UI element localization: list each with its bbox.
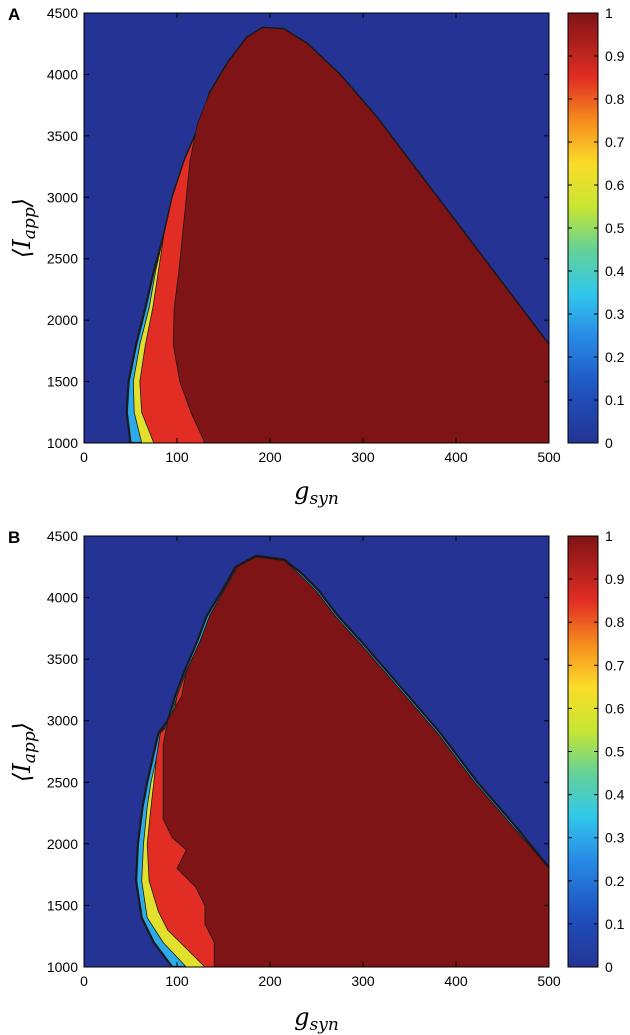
x-tick-label: 0 [80,973,88,989]
x-tick-label: 400 [444,973,468,989]
y-tick-label: 4500 [47,5,78,21]
y-tick-label: 4000 [47,66,78,82]
panel-A: 0 100 200 300 400 500 1000 1500 2000 2500 3000 3500… [8,5,625,509]
y-tick-label: 1500 [47,897,78,913]
colorbar-tick-label: 0.3 [605,306,625,322]
y-axis-label-main: I [8,763,36,774]
colorbar-tick-label: 0.9 [605,571,625,587]
x-tick-label: 300 [351,449,375,465]
plot-frame [83,12,550,444]
colorbar-tick-label: 1 [605,528,613,544]
heatmap-regions [135,554,549,967]
heatmap-regions [125,26,549,443]
colorbar-tick-label: 0.7 [605,657,625,673]
y-axis-label-close: ⟩ [8,198,36,208]
x-axis-label-sub: syn [310,1015,339,1035]
colorbar-tick-label: 0.5 [605,220,625,236]
y-axis-label-sub: app [20,207,40,239]
colorbar-tick-label: 0.8 [605,614,625,630]
x-tick-label: 0 [80,449,88,465]
x-axis-label-main: g [294,1003,309,1031]
colorbar-tick-label: 0.2 [605,873,625,889]
colorbar-tick-label: 0.4 [605,787,625,803]
colorbar-tick-label: 0.8 [605,91,625,107]
contour-region [172,27,549,443]
y-axis-label: ⟨Iapp⟩ [8,198,40,258]
y-tick-label: 1500 [47,374,78,390]
panel-letter: B [8,528,20,547]
x-axis-label: gsyn [294,477,339,509]
y-tick-label: 2000 [47,312,78,328]
x-tick-label: 500 [537,973,561,989]
x-tick-label: 100 [165,973,189,989]
x-tick-label: 100 [165,449,189,465]
colorbar-tick-label: 0.5 [605,744,625,760]
colorbar-tick-label: 1 [605,5,613,21]
colorbar-tick-label: 0.1 [605,916,625,932]
y-axis-label-close: ⟩ [8,722,36,732]
colorbar-tick-label: 0.6 [605,177,625,193]
panel-B: 0 100 200 300 400 500 1000 1500 2000 2500 3000 3500… [8,528,625,1035]
colorbar-tick-label: 0.6 [605,700,625,716]
colorbar-tick-label: 0.4 [605,263,625,279]
y-axis-label-open: ⟨ [8,772,36,782]
colorbar-tick-label: 0.9 [605,48,625,64]
x-axis-label: gsyn [294,1003,339,1035]
colorbar-tick-label: 0.2 [605,349,625,365]
y-tick-label: 3000 [47,189,78,205]
colorbar-tick-label: 0.3 [605,830,625,846]
y-axis-label-sub: app [20,731,40,763]
plot-frame [83,535,550,968]
y-tick-label: 2500 [47,774,78,790]
y-tick-label: 4500 [47,528,78,544]
x-tick-label: 300 [351,973,375,989]
y-axis-label-main: I [8,239,36,250]
x-tick-label: 200 [258,973,282,989]
x-axis-label-main: g [294,477,309,505]
x-axis-label-sub: syn [310,489,339,509]
y-tick-label: 3500 [47,128,78,144]
y-tick-label: 1000 [47,959,78,975]
y-axis-label-open: ⟨ [8,248,36,258]
x-tick-label: 200 [258,449,282,465]
y-axis-label: ⟨Iapp⟩ [8,722,40,782]
y-tick-label: 3500 [47,651,78,667]
colorbar-tick-label: 0 [605,435,613,451]
colorbar-tick-label: 0.1 [605,392,625,408]
y-tick-label: 3000 [47,713,78,729]
x-tick-label: 500 [537,449,561,465]
y-tick-label: 2500 [47,251,78,267]
x-tick-label: 400 [444,449,468,465]
contour-region [162,556,549,967]
colorbar-tick-label: 0 [605,959,613,975]
y-tick-label: 4000 [47,590,78,606]
panel-letter: A [8,5,20,24]
colorbar-tick-label: 0.7 [605,134,625,150]
y-tick-label: 1000 [47,435,78,451]
colorbar [567,12,599,444]
colorbar [567,535,599,968]
y-tick-label: 2000 [47,836,78,852]
